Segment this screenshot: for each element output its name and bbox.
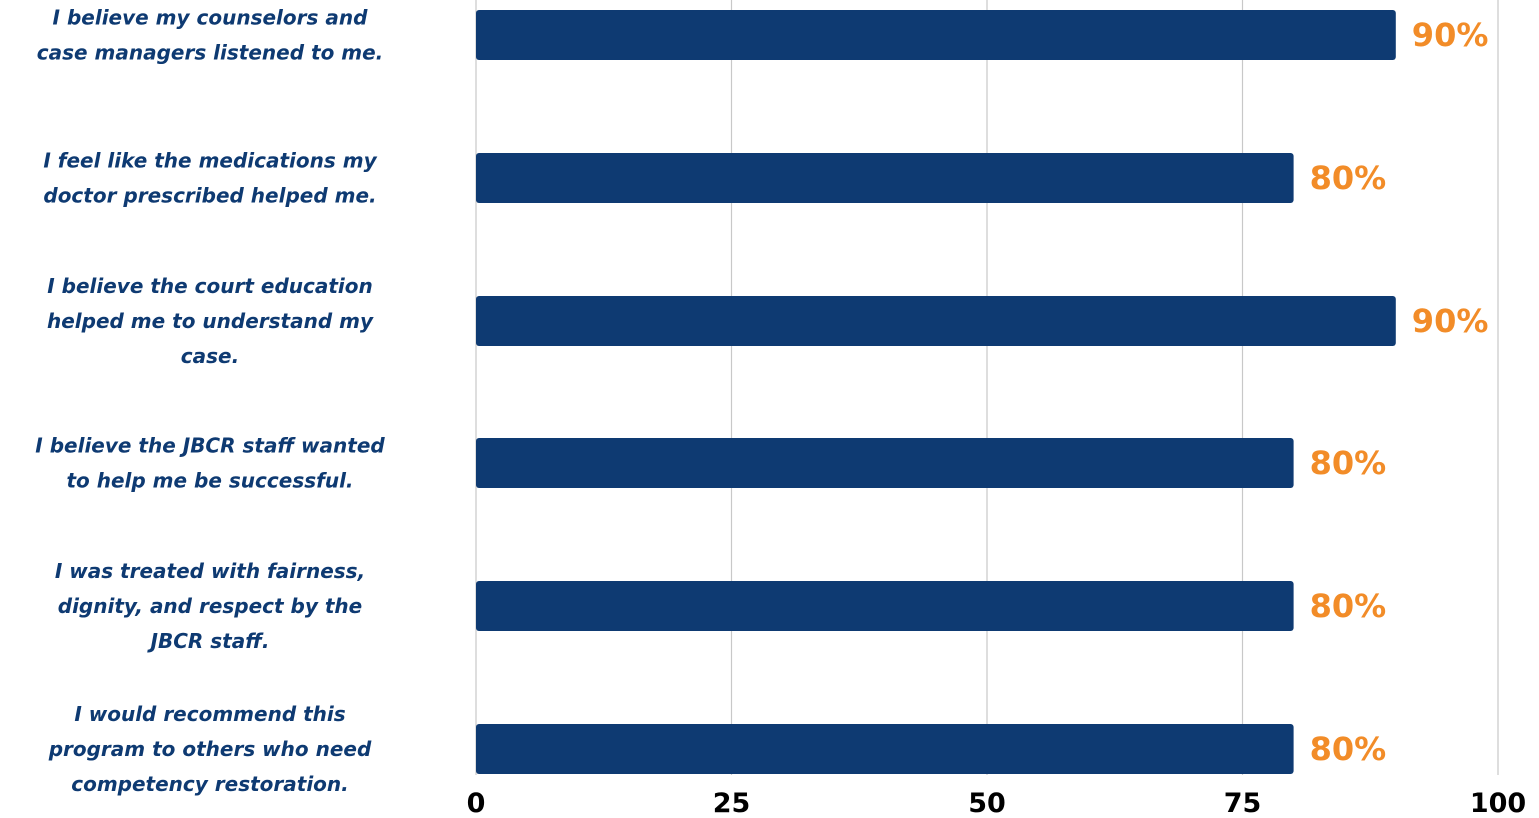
category-label-1: I believe my counselors and case managers… bbox=[37, 6, 384, 65]
value-labels: 90% 80% 90% 80% 80% 80% bbox=[1310, 16, 1489, 768]
x-tick-label-50: 50 bbox=[968, 788, 1006, 818]
value-label-4: 80% bbox=[1310, 444, 1387, 482]
category-label-line: competency restoration. bbox=[71, 772, 349, 796]
category-label-4: I believe the JBCR staff wanted to help m… bbox=[35, 434, 385, 493]
bars bbox=[476, 10, 1396, 774]
bar-4 bbox=[476, 438, 1294, 488]
category-label-line: JBCR staff. bbox=[147, 629, 270, 653]
category-label-6: I would recommend this program to others … bbox=[48, 702, 372, 796]
grid-lines bbox=[475, 0, 1499, 775]
category-label-5: I was treated with fairness, dignity, and… bbox=[55, 559, 365, 653]
category-label-3: I believe the court education helped me t… bbox=[47, 274, 374, 368]
category-label-line: case. bbox=[181, 344, 239, 368]
category-label-line: case managers listened to me. bbox=[37, 41, 384, 65]
category-label-2: I feel like the medications my doctor pre… bbox=[43, 149, 377, 208]
category-label-line: dignity, and respect by the bbox=[58, 594, 362, 618]
x-tick-label-0: 0 bbox=[467, 788, 486, 818]
category-label-line: I was treated with fairness, bbox=[55, 559, 365, 583]
category-label-line: I believe my counselors and bbox=[53, 6, 369, 30]
category-label-line: I feel like the medications my bbox=[43, 149, 377, 173]
value-label-5: 80% bbox=[1310, 587, 1387, 625]
bar-1 bbox=[476, 10, 1396, 60]
category-label-line: I believe the JBCR staff wanted bbox=[35, 434, 385, 458]
value-label-6: 80% bbox=[1310, 730, 1387, 768]
value-label-3: 90% bbox=[1412, 302, 1489, 340]
bar-5 bbox=[476, 581, 1294, 631]
bar-3 bbox=[476, 296, 1396, 346]
category-label-line: I would recommend this bbox=[74, 702, 345, 726]
bar-6 bbox=[476, 724, 1294, 774]
value-label-1: 90% bbox=[1412, 16, 1489, 54]
category-label-line: doctor prescribed helped me. bbox=[43, 184, 376, 208]
bar-2 bbox=[476, 153, 1294, 203]
category-label-line: program to others who need bbox=[48, 737, 372, 761]
category-labels: I believe my counselors and case managers… bbox=[35, 6, 385, 797]
x-tick-label-75: 75 bbox=[1224, 788, 1262, 818]
value-label-2: 80% bbox=[1310, 159, 1387, 197]
x-tick-label-25: 25 bbox=[713, 788, 751, 818]
x-tick-label-100: 100 bbox=[1470, 788, 1526, 818]
x-axis-ticks: 0 25 50 75 100 bbox=[467, 788, 1527, 818]
category-label-line: helped me to understand my bbox=[47, 309, 374, 333]
category-label-line: I believe the court education bbox=[47, 274, 373, 298]
category-label-line: to help me be successful. bbox=[66, 469, 353, 493]
